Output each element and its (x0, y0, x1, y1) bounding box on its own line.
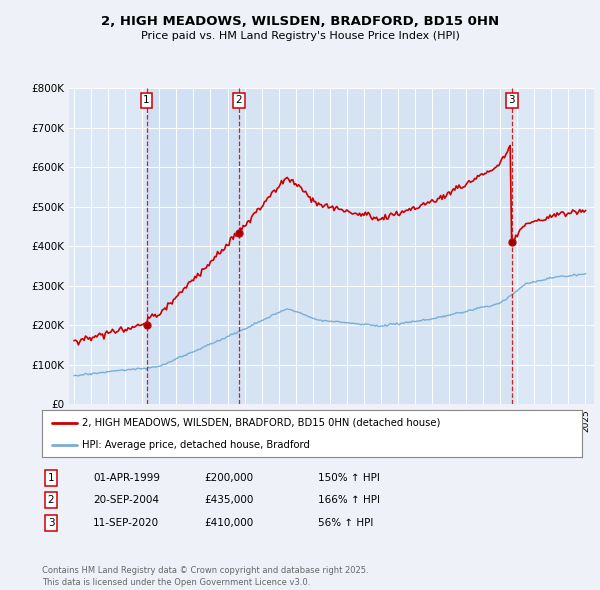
Text: 01-APR-1999: 01-APR-1999 (93, 473, 160, 483)
Text: 2: 2 (47, 496, 55, 505)
Text: £435,000: £435,000 (204, 496, 253, 505)
Text: 3: 3 (47, 519, 55, 528)
Text: 2, HIGH MEADOWS, WILSDEN, BRADFORD, BD15 0HN: 2, HIGH MEADOWS, WILSDEN, BRADFORD, BD15… (101, 15, 499, 28)
Text: Price paid vs. HM Land Registry's House Price Index (HPI): Price paid vs. HM Land Registry's House … (140, 31, 460, 41)
Text: £200,000: £200,000 (204, 473, 253, 483)
Bar (146, 88, 239, 404)
Text: 1: 1 (143, 96, 150, 106)
Text: 150% ↑ HPI: 150% ↑ HPI (318, 473, 380, 483)
Text: Contains HM Land Registry data © Crown copyright and database right 2025.
This d: Contains HM Land Registry data © Crown c… (42, 566, 368, 587)
Text: 1: 1 (47, 473, 55, 483)
Text: 3: 3 (508, 96, 515, 106)
Text: 166% ↑ HPI: 166% ↑ HPI (318, 496, 380, 505)
Text: £410,000: £410,000 (204, 519, 253, 528)
Text: 20-SEP-2004: 20-SEP-2004 (93, 496, 159, 505)
Text: HPI: Average price, detached house, Bradford: HPI: Average price, detached house, Brad… (83, 440, 310, 450)
Text: 56% ↑ HPI: 56% ↑ HPI (318, 519, 373, 528)
Text: 2, HIGH MEADOWS, WILSDEN, BRADFORD, BD15 0HN (detached house): 2, HIGH MEADOWS, WILSDEN, BRADFORD, BD15… (83, 418, 441, 428)
Bar (239, 88, 512, 404)
Text: 2: 2 (236, 96, 242, 106)
Text: 11-SEP-2020: 11-SEP-2020 (93, 519, 159, 528)
